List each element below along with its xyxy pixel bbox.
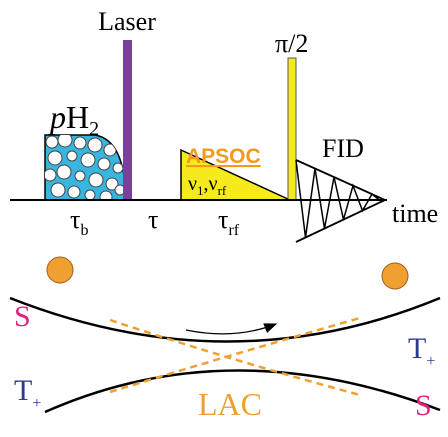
fid-signal [296, 160, 382, 238]
bubble [81, 153, 95, 167]
bubble [88, 138, 102, 152]
parahydrogen-label: pH2 [48, 99, 99, 140]
h: H [66, 99, 89, 135]
arrow [186, 324, 276, 334]
diabatic-line [110, 320, 360, 395]
delay-label: τ [148, 205, 158, 234]
sub: + [32, 395, 41, 412]
sub: b [80, 222, 88, 239]
bubble [85, 190, 95, 200]
lac-label: LAC [198, 386, 262, 422]
state-label: S [415, 389, 432, 422]
diabatic-line [110, 318, 360, 392]
diagram: Laser pH2 APSOC π/2 FID ν1,νrf τb τ τrf … [0, 0, 448, 437]
bubble [68, 186, 80, 198]
bubble [58, 133, 72, 147]
nu: ν [188, 173, 197, 195]
state-label: T+ [14, 374, 41, 412]
fid-label: FID [322, 134, 364, 163]
p: p [48, 99, 66, 135]
bubble [75, 171, 85, 181]
laser-pulse [123, 40, 132, 200]
bubble [104, 144, 116, 156]
t: T [408, 332, 426, 365]
particle [47, 257, 73, 283]
bubble [57, 165, 71, 179]
tau: τ [218, 205, 228, 234]
pulse-label: π/2 [275, 29, 308, 58]
delay-label: τb [70, 205, 88, 239]
upper-level [10, 298, 440, 342]
nu: ,ν [204, 173, 218, 195]
pi-half-pulse [288, 58, 296, 200]
bubble [98, 158, 110, 170]
particle [382, 263, 408, 289]
t: T [14, 374, 32, 407]
bubble [48, 151, 62, 165]
bubble [44, 169, 56, 181]
bubble [100, 191, 112, 203]
sub: rf [228, 222, 239, 239]
bubble [51, 183, 65, 197]
sub: 2 [89, 118, 99, 140]
bubble [46, 136, 58, 148]
state-label: T+ [408, 332, 435, 370]
delay-label: τrf [218, 205, 240, 239]
axis-label: time [392, 199, 438, 228]
apsoc-label: APSOC [186, 145, 261, 168]
sub: rf [218, 183, 227, 198]
sub: + [426, 353, 435, 370]
state-label: S [14, 300, 31, 333]
bubble [113, 163, 123, 173]
bubble [89, 173, 103, 187]
tau: τ [70, 205, 80, 234]
bubble [67, 151, 77, 161]
laser-label: Laser [98, 7, 156, 36]
bubble [74, 137, 86, 149]
